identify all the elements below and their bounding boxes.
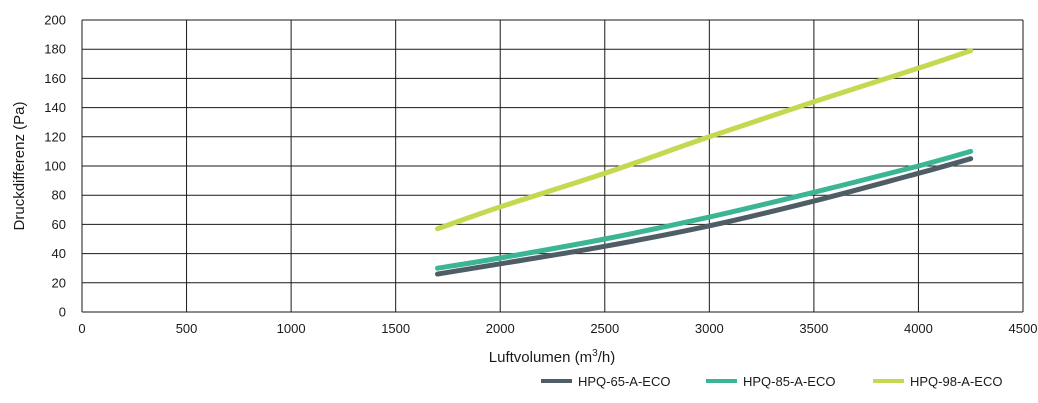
series-line-2 (434, 148, 974, 271)
y-axis-title: Druckdifferenz (Pa) (11, 102, 28, 231)
y-tick-label: 0 (59, 305, 66, 320)
y-tick-label: 140 (44, 100, 66, 115)
x-tick-label: 2000 (486, 321, 515, 336)
y-tick-label: 80 (52, 188, 66, 203)
series-line-1 (434, 156, 974, 277)
legend: HPQ-65-A-ECO HPQ-85-A-ECO HPQ-98-A-ECO (541, 374, 1002, 389)
grid (81, 19, 1024, 313)
legend-entry: HPQ-98-A-ECO (873, 374, 1002, 389)
y-tick-label: 40 (52, 246, 66, 261)
x-tick-label: 3500 (799, 321, 828, 336)
series-lines (434, 48, 974, 277)
legend-entry: HPQ-65-A-ECO (541, 374, 670, 389)
x-tick-label: 1000 (277, 321, 306, 336)
y-tick-label: 160 (44, 71, 66, 86)
x-axis-title: Luftvolumen (m3/h) (489, 348, 615, 366)
legend-entry: HPQ-85-A-ECO (706, 374, 835, 389)
y-tick-label: 180 (44, 42, 66, 57)
y-tick-label: 120 (44, 129, 66, 144)
y-tick-label: 100 (44, 159, 66, 174)
legend-label: HPQ-65-A-ECO (578, 374, 670, 389)
x-tick-label: 1500 (381, 321, 410, 336)
x-tick-label: 3000 (695, 321, 724, 336)
y-tick-label: 20 (52, 275, 66, 290)
x-tick-label: 2500 (590, 321, 619, 336)
x-tick-label: 500 (176, 321, 198, 336)
tick-labels: 0 500 1000 1500 2000 2500 3000 3500 4000 4500 0 20 4… (44, 13, 1037, 337)
legend-label: HPQ-98-A-ECO (910, 374, 1002, 389)
x-tick-label: 4500 (1009, 321, 1038, 336)
series-line-3 (434, 48, 974, 232)
y-tick-label: 60 (52, 217, 66, 232)
legend-label: HPQ-85-A-ECO (743, 374, 835, 389)
x-tick-label: 0 (78, 321, 85, 336)
x-tick-label: 4000 (904, 321, 933, 336)
y-tick-label: 200 (44, 13, 66, 28)
